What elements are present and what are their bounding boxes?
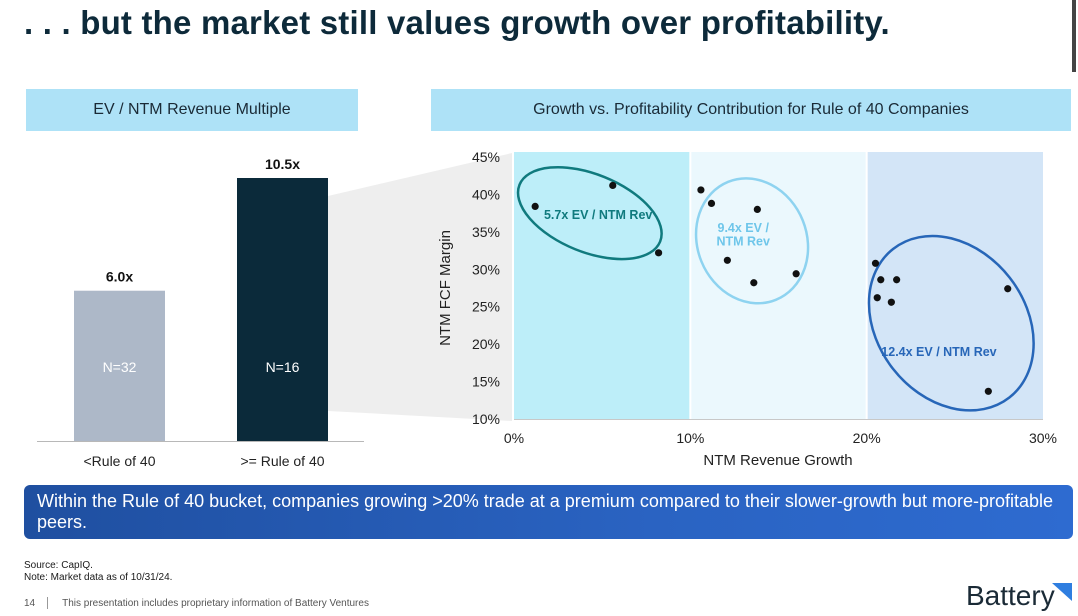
scatter-point xyxy=(873,294,881,302)
scatter-point xyxy=(707,199,716,208)
x-tick-label: 0% xyxy=(504,430,524,446)
cluster-annotation: NTM Rev xyxy=(716,234,770,248)
scatter-chart-title: Growth vs. Profitability Contribution fo… xyxy=(533,101,969,118)
source-line: Source: CapIQ. xyxy=(24,560,93,571)
x-tick-label: 10% xyxy=(676,430,704,446)
y-tick-label: 25% xyxy=(472,299,500,315)
cluster-annotation: 5.7x EV / NTM Rev xyxy=(544,208,652,222)
bar-category-label: <Rule of 40 xyxy=(84,453,156,469)
callout-text: Within the Rule of 40 bucket, companies … xyxy=(37,491,1053,532)
scatter-band xyxy=(514,152,691,419)
cluster-ellipse xyxy=(694,177,810,305)
scatter-point xyxy=(792,270,800,278)
bar xyxy=(237,178,328,441)
cluster-annotation: 9.4x EV / xyxy=(718,221,770,235)
scatter-point xyxy=(531,202,539,211)
x-tick-label: 30% xyxy=(1029,430,1057,446)
slide-title: . . . but the market still values growth… xyxy=(24,4,890,41)
y-tick-label: 45% xyxy=(472,149,500,165)
x-axis-title: NTM Revenue Growth xyxy=(703,452,852,469)
cluster-annotation: 12.4x EV / NTM Rev xyxy=(881,345,996,359)
footer: 14 This presentation includes proprietar… xyxy=(24,597,369,609)
edge-rule xyxy=(1072,0,1076,72)
bar-chart-title: EV / NTM Revenue Multiple xyxy=(93,101,291,118)
footer-text: This presentation includes proprietary i… xyxy=(62,597,369,609)
scatter-point xyxy=(753,205,761,213)
scatter-point xyxy=(750,279,758,287)
scatter-chart-header: Growth vs. Profitability Contribution fo… xyxy=(431,89,1071,131)
bar-category-label: >= Rule of 40 xyxy=(240,453,324,469)
source-notes: Source: CapIQ. Note: Market data as of 1… xyxy=(24,560,172,584)
scatter-band xyxy=(690,152,867,419)
scatter-point xyxy=(654,249,663,257)
bar-value-label: 10.5x xyxy=(265,156,300,172)
scatter-point xyxy=(877,276,885,284)
note-line: Note: Market data as of 10/31/24. xyxy=(24,572,173,583)
cluster-ellipse xyxy=(516,165,663,261)
footer-divider xyxy=(47,597,49,609)
bar-chart-header: EV / NTM Revenue Multiple xyxy=(26,89,358,131)
y-tick-label: 30% xyxy=(472,261,500,277)
battery-logo-text: Battery xyxy=(966,580,1055,611)
y-tick-label: 20% xyxy=(472,336,500,352)
callout-box: Within the Rule of 40 bucket, companies … xyxy=(24,485,1073,539)
scatter-point xyxy=(893,276,901,284)
scatter-point xyxy=(609,181,617,190)
y-tick-label: 15% xyxy=(472,374,500,390)
y-tick-label: 10% xyxy=(472,411,500,427)
scatter-point xyxy=(871,259,880,267)
scatter-point xyxy=(1004,285,1012,293)
bar-count-label: N=16 xyxy=(266,359,300,375)
x-tick-label: 20% xyxy=(853,430,881,446)
y-tick-label: 35% xyxy=(472,224,500,240)
bar xyxy=(74,290,165,441)
scatter-point xyxy=(984,387,992,395)
bar-value-label: 6.0x xyxy=(106,269,133,285)
scatter-point xyxy=(697,186,705,194)
page-number: 14 xyxy=(24,597,36,609)
y-tick-label: 40% xyxy=(472,186,500,202)
scatter-point xyxy=(887,298,895,306)
y-axis-title: NTM FCF Margin xyxy=(437,230,454,346)
zoom-connector xyxy=(328,153,512,421)
cluster-ellipse xyxy=(867,234,1035,412)
bar-count-label: N=32 xyxy=(103,359,137,375)
battery-logo-icon xyxy=(1052,583,1072,601)
scatter-point xyxy=(723,256,731,264)
